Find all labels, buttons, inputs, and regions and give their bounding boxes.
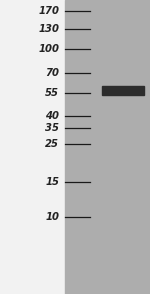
Text: 10: 10 bbox=[45, 212, 59, 222]
Bar bbox=[65, 0, 150, 294]
Text: 25: 25 bbox=[45, 139, 59, 149]
Text: 40: 40 bbox=[45, 111, 59, 121]
Text: 130: 130 bbox=[38, 24, 59, 34]
Text: 35: 35 bbox=[45, 123, 59, 133]
Text: 170: 170 bbox=[38, 6, 59, 16]
Text: 70: 70 bbox=[45, 68, 59, 78]
Bar bbox=[102, 86, 144, 95]
Text: 15: 15 bbox=[45, 177, 59, 187]
Text: 55: 55 bbox=[45, 88, 59, 98]
Text: 100: 100 bbox=[38, 44, 59, 54]
